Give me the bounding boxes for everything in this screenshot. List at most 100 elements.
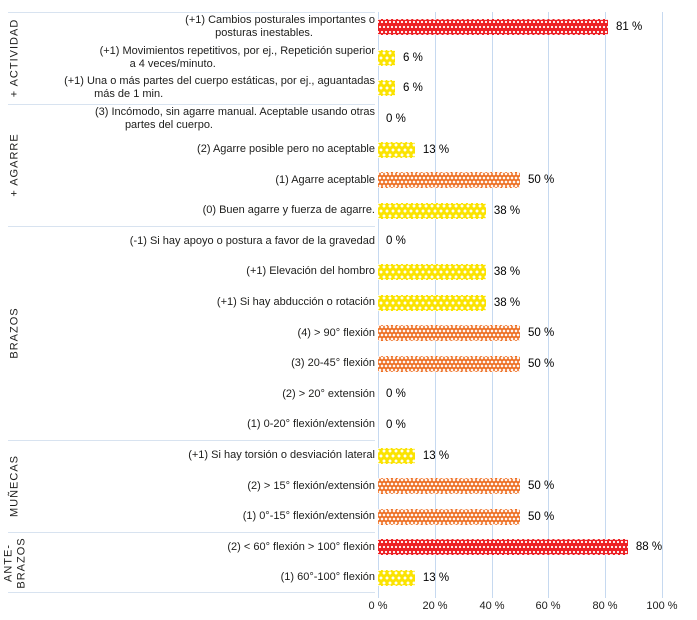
value-label: 50 % (528, 357, 555, 370)
group-axis-label-text: BRAZOS (8, 307, 21, 359)
row-label-text: (2) < 60° flexión > 100° flexión (227, 540, 375, 553)
chart-row: (2) < 60° flexión > 100° flexión 88 % (30, 532, 697, 563)
bar-orange (378, 172, 520, 189)
gridline (662, 12, 663, 598)
value-label: 0 % (386, 113, 406, 126)
bar-track: 50 % (378, 355, 662, 372)
row-label: (2) < 60° flexión > 100° flexión (30, 532, 375, 563)
gridline (492, 12, 493, 598)
category-group-2: BRAZOS (-1) Si hay apoyo o postura a favo… (0, 226, 697, 440)
bar-track: 6 % (378, 80, 662, 97)
row-label: (+1) Cambios posturales importantes o po… (30, 12, 375, 43)
bar-yellow (378, 264, 486, 281)
chart-row: (3) 20-45° flexión 50 % (30, 349, 697, 380)
row-label-text: (2) Agarre posible pero no aceptable (197, 143, 375, 156)
bar-orange (378, 355, 520, 372)
chart-row: (4) > 90° flexión 50 % (30, 318, 697, 349)
bar-track: 38 % (378, 202, 662, 219)
value-label: 0 % (386, 235, 406, 248)
value-label: 38 % (493, 204, 521, 217)
value-label: 50 % (528, 510, 555, 523)
value-label: 13 % (422, 571, 450, 584)
row-label: (0) Buen agarre y fuerza de agarre. (30, 196, 375, 227)
row-label: (+1) Movimientos repetitivos, por ej., R… (30, 43, 375, 74)
bar-red (378, 539, 628, 556)
row-label: (3) Incómodo, sin agarre manual. Aceptab… (30, 104, 375, 135)
chart-row: (2) > 15° flexión/extensión 50 % (30, 471, 697, 502)
bar-yellow (378, 294, 486, 311)
row-label-text: (+1) Si hay abducción o rotación (216, 296, 375, 309)
row-label: (+1) Si hay abducción o rotación (30, 287, 375, 318)
bar-track: 50 % (378, 325, 662, 342)
group-rows: (+1) Si hay torsión o desviación lateral… (30, 440, 697, 532)
bar-yellow (378, 569, 415, 586)
bar-track: 13 % (378, 569, 662, 586)
row-label-text: (1) 0-20° flexión/extensión (247, 418, 375, 431)
chart-row: (1) 60°-100° flexión 13 % (30, 563, 697, 594)
row-label-text: (3) Incómodo, sin agarre manual. Aceptab… (94, 105, 375, 132)
chart-row: (1) 0-20° flexión/extensión 0 % (30, 410, 697, 441)
bar-orange (378, 508, 520, 525)
chart-row: (+1) Si hay abducción o rotación 38 % (30, 287, 697, 318)
group-axis-label-text: ANTE- BRAZOS (2, 537, 27, 589)
bar-track: 0 % (378, 113, 662, 125)
bar-track: 38 % (378, 294, 662, 311)
chart-row: (+1) Si hay torsión o desviación lateral… (30, 440, 697, 471)
group-rows: (3) Incómodo, sin agarre manual. Aceptab… (30, 104, 697, 226)
row-label: (1) 60°-100° flexión (30, 563, 375, 594)
x-tick-label: 0 % (368, 600, 388, 612)
group-axis-label-text: MUÑECAS (8, 455, 21, 518)
category-group-4: ANTE- BRAZOS (2) < 60° flexión > 100° fle… (0, 532, 697, 593)
value-label: 13 % (422, 143, 450, 156)
value-label: 50 % (528, 327, 555, 340)
group-axis-label: ANTE- BRAZOS (0, 532, 30, 593)
bar-track: 50 % (378, 172, 662, 189)
chart-row: (2) Agarre posible pero no aceptable 13 % (30, 134, 697, 165)
x-axis: 0 % 20 % 40 % 60 % 80 % 100 % (369, 600, 678, 616)
row-label: (1) 0°-15° flexión/extensión (30, 502, 375, 533)
row-label: (1) 0-20° flexión/extensión (30, 410, 375, 441)
bar-yellow (378, 202, 486, 219)
row-label-text: (+1) Si hay torsión o desviación lateral (188, 449, 375, 462)
row-label: (2) Agarre posible pero no aceptable (30, 134, 375, 165)
row-label-text: (0) Buen agarre y fuerza de agarre. (202, 204, 375, 217)
bar-track: 81 % (378, 19, 662, 36)
bar-track: 0 % (378, 388, 662, 400)
x-tick-label: 40 % (479, 600, 505, 612)
chart-row: (-1) Si hay apoyo o postura a favor de l… (30, 226, 697, 257)
value-label: 50 % (528, 174, 555, 187)
value-label: 38 % (493, 296, 521, 309)
row-label: (2) > 20° extensión (30, 379, 375, 410)
x-tick-label: 100 % (646, 600, 678, 612)
chart-row: (2) > 20° extensión 0 % (30, 379, 697, 410)
group-axis-label-text: + ACTIVIDAD (8, 18, 21, 98)
category-group-1: + AGARRE (3) Incómodo, sin agarre manual.… (0, 103, 697, 226)
category-group-0: + ACTIVIDAD (+1) Cambios posturales impor… (0, 12, 697, 104)
bar-red (378, 19, 609, 36)
value-label: 6 % (403, 82, 423, 95)
value-label: 6 % (403, 51, 423, 64)
row-label: (4) > 90° flexión (30, 318, 375, 349)
row-label-text: (+1) Elevación del hombro (246, 265, 375, 278)
chart-row: (+1) Movimientos repetitivos, por ej., R… (30, 43, 697, 74)
value-label: 88 % (635, 541, 663, 554)
group-rows: (2) < 60° flexión > 100° flexión 88 % (1) … (30, 532, 697, 593)
gridline (548, 12, 549, 598)
row-label-text: (1) Agarre aceptable (275, 173, 375, 186)
bar-yellow (378, 447, 415, 464)
row-label-text: (+1) Cambios posturales importantes o po… (185, 14, 375, 40)
group-rows: (+1) Cambios posturales importantes o po… (30, 12, 697, 104)
chart-row: (+1) Cambios posturales importantes o po… (30, 12, 697, 43)
value-label: 13 % (422, 449, 450, 462)
row-label-text: (2) > 20° extensión (282, 387, 375, 400)
chart-row: (0) Buen agarre y fuerza de agarre. 38 % (30, 196, 697, 227)
bar-yellow (378, 80, 396, 97)
row-label-text: (3) 20-45° flexión (291, 357, 375, 370)
bar-track: 88 % (378, 539, 663, 556)
bar-track: 0 % (378, 235, 662, 247)
chart-row: (+1) Elevación del hombro 38 % (30, 257, 697, 288)
category-group-3: MUÑECAS (+1) Si hay torsión o desviación … (0, 440, 697, 532)
x-tick-label: 80 % (592, 600, 618, 612)
group-rows: (-1) Si hay apoyo o postura a favor de l… (30, 226, 697, 440)
chart-groups: + ACTIVIDAD (+1) Cambios posturales impor… (0, 12, 697, 594)
